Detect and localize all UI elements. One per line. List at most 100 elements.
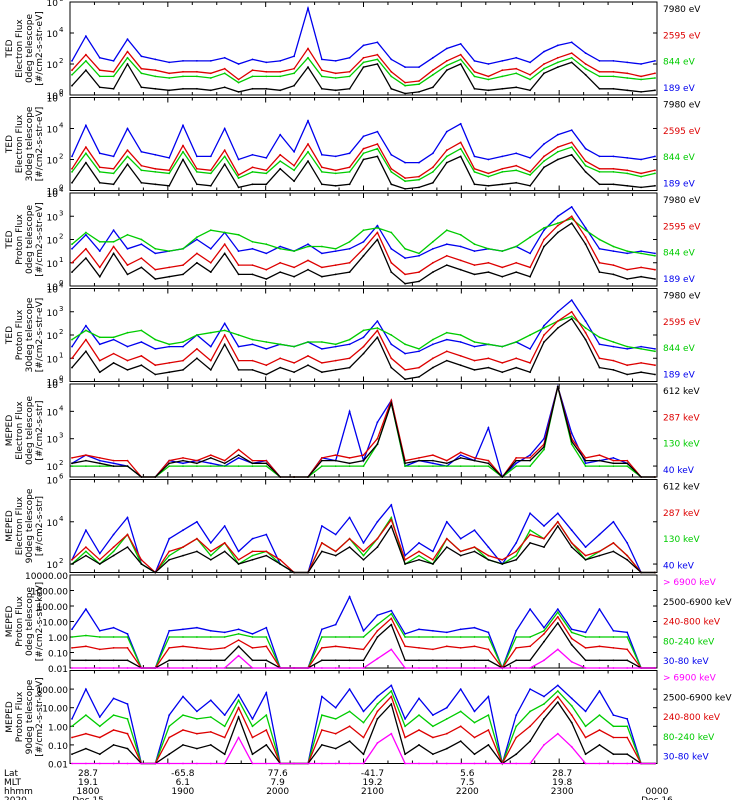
time-axis-value: 2000 [266, 787, 289, 797]
data-point [321, 762, 323, 765]
data-point [168, 172, 171, 175]
data-point [112, 659, 115, 662]
data-point [168, 343, 171, 346]
data-point [570, 206, 573, 208]
data-point [182, 150, 184, 153]
data-point [307, 119, 309, 122]
legend-label: 287 keV [663, 509, 700, 519]
data-point [390, 516, 393, 519]
data-point [321, 341, 323, 343]
data-point [71, 667, 73, 669]
y-axis-label: 0deg telescope [25, 205, 35, 275]
y-tick-label: 10 [47, 92, 59, 102]
data-point [112, 667, 115, 669]
data-point [196, 465, 198, 467]
data-point [640, 371, 642, 374]
data-point [237, 465, 240, 467]
data-point [501, 558, 504, 561]
data-point [321, 75, 323, 78]
data-point [112, 647, 115, 649]
data-point [237, 639, 240, 641]
data-point [126, 636, 129, 638]
data-point [237, 273, 240, 276]
data-point [307, 245, 309, 248]
series-line [71, 146, 656, 182]
series-line [71, 215, 656, 276]
data-point [209, 550, 212, 553]
data-point [293, 571, 295, 574]
legend-label: 189 eV [663, 180, 696, 190]
data-point [85, 152, 87, 155]
data-point [418, 350, 420, 353]
data-point [126, 233, 129, 236]
data-point [251, 459, 254, 462]
data-point [140, 266, 143, 269]
data-point [487, 648, 490, 651]
y-tick-exponent: 3 [59, 432, 63, 440]
data-point [459, 537, 462, 540]
data-point [307, 355, 309, 357]
data-point [348, 647, 351, 649]
data-point [543, 703, 545, 705]
data-point [626, 268, 629, 271]
data-point [570, 310, 573, 313]
data-point [654, 172, 656, 175]
data-point [529, 89, 531, 92]
data-point [584, 338, 587, 341]
data-point [126, 247, 129, 250]
data-point [432, 357, 434, 360]
data-point [71, 181, 73, 184]
data-point [556, 512, 559, 515]
data-point [654, 184, 656, 187]
data-point [293, 164, 295, 167]
data-point [154, 87, 157, 90]
data-point [348, 271, 351, 273]
plot-frame [69, 1, 658, 96]
data-point [168, 736, 171, 739]
data-point [168, 647, 171, 649]
data-point [459, 628, 462, 631]
data-point [529, 184, 531, 187]
data-point [334, 60, 337, 62]
data-point [209, 184, 212, 187]
data-point [98, 181, 101, 184]
data-point [543, 63, 545, 65]
y-tick-exponent: 0 [59, 279, 63, 287]
data-point [570, 529, 573, 532]
data-point [362, 61, 365, 64]
legend-label: 844 eV [663, 58, 696, 68]
data-point [445, 667, 448, 669]
y-tick-exponent: 0 [59, 88, 63, 96]
data-point [473, 167, 476, 170]
data-point [515, 636, 518, 638]
data-point [529, 659, 531, 662]
data-point [265, 714, 268, 716]
y-tick-label: 10 [47, 95, 59, 105]
data-point [543, 155, 545, 158]
data-point [334, 550, 337, 553]
data-point [432, 762, 434, 765]
data-point [154, 252, 157, 255]
data-point [112, 229, 115, 232]
data-point [362, 558, 365, 561]
data-point [168, 725, 171, 728]
data-point [237, 550, 240, 553]
data-point [640, 63, 642, 65]
data-point [321, 183, 323, 186]
data-point [279, 247, 282, 250]
data-point [85, 124, 87, 127]
data-point [432, 736, 434, 739]
data-point [196, 261, 198, 264]
data-point [473, 345, 476, 348]
data-point [98, 563, 101, 565]
data-point [515, 558, 518, 561]
data-point [376, 520, 379, 523]
data-point [390, 609, 393, 612]
data-point [321, 459, 323, 462]
data-point [459, 364, 462, 367]
data-point [418, 714, 420, 716]
data-point [334, 706, 337, 709]
data-point [209, 667, 212, 669]
data-point [307, 150, 309, 153]
data-point [390, 247, 393, 250]
